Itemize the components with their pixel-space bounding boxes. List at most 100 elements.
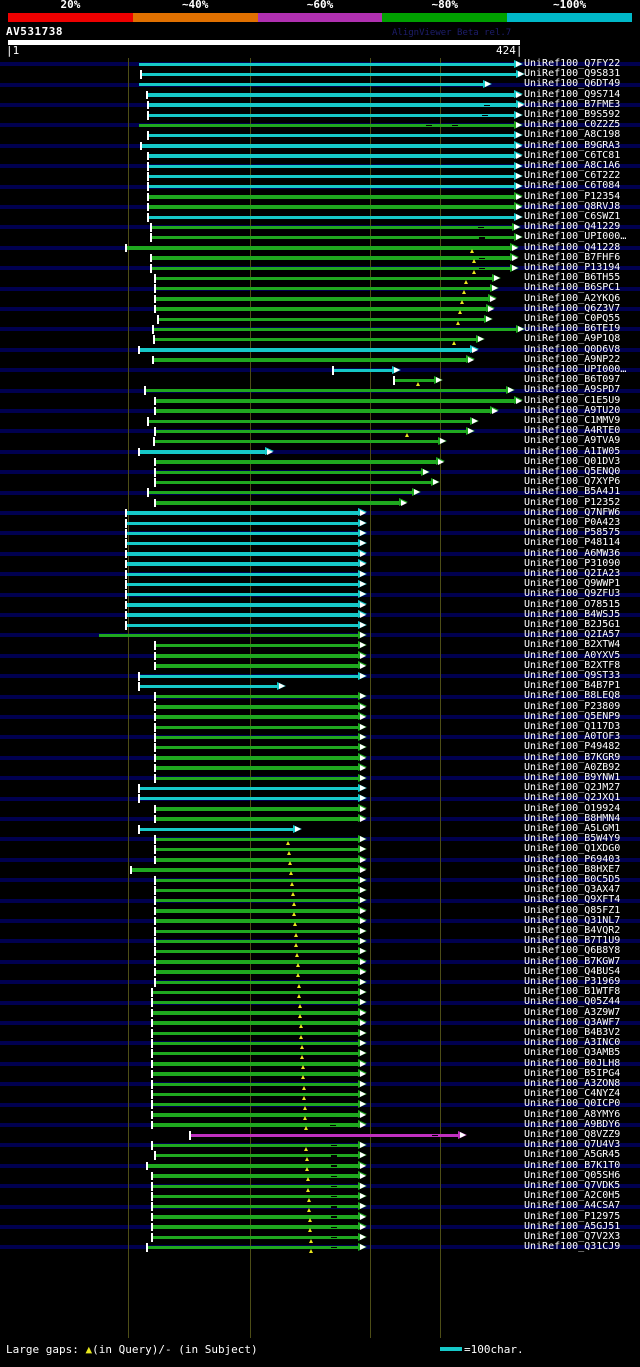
table-row[interactable]: UniRef100_Q3AX47 bbox=[0, 884, 640, 896]
hit-label[interactable]: UniRef100_Q3AX47 bbox=[524, 884, 621, 896]
hit-label[interactable]: UniRef100_A1IW05 bbox=[524, 445, 621, 457]
hit-label[interactable]: UniRef100_Q2IA23 bbox=[524, 567, 621, 579]
table-row[interactable]: UniRef100_Q41229 bbox=[0, 221, 640, 233]
alignment-bar[interactable] bbox=[152, 1204, 358, 1209]
hit-label[interactable]: UniRef100_A9NP22 bbox=[524, 353, 621, 365]
hit-label[interactable]: UniRef100_Q9ZFU3 bbox=[524, 588, 621, 600]
alignment-bar[interactable] bbox=[152, 1000, 358, 1005]
alignment-bar[interactable] bbox=[151, 266, 510, 270]
alignment-bar[interactable] bbox=[148, 113, 514, 117]
hit-label[interactable]: UniRef100_C4NYZ4 bbox=[524, 1088, 621, 1100]
table-row[interactable]: UniRef100_Q0ICP0 bbox=[0, 1098, 640, 1110]
hit-label[interactable]: UniRef100_Q2JM27 bbox=[524, 782, 621, 794]
table-row[interactable]: UniRef100_B9YNW1 bbox=[0, 772, 640, 784]
hit-label[interactable]: UniRef100_B2J5G1 bbox=[524, 618, 621, 630]
table-row[interactable]: UniRef100_B1WTF8 bbox=[0, 987, 640, 998]
hit-label[interactable]: UniRef100_Q7VDK5 bbox=[524, 1179, 621, 1191]
table-row[interactable]: UniRef100_Q4BUS4 bbox=[0, 966, 640, 978]
alignment-bar[interactable] bbox=[155, 1153, 358, 1158]
hit-label[interactable]: UniRef100_Q5ENQ0 bbox=[524, 465, 621, 477]
alignment-bar[interactable] bbox=[155, 297, 488, 301]
hit-label[interactable]: UniRef100_Q0D6V8 bbox=[524, 343, 621, 355]
hit-label[interactable]: UniRef100_Q2IA57 bbox=[524, 629, 621, 641]
alignment-bar[interactable] bbox=[131, 868, 358, 872]
table-row[interactable]: UniRef100_C6T084 bbox=[0, 181, 640, 192]
table-row[interactable]: UniRef100_Q8VZZ9 bbox=[0, 1129, 640, 1141]
alignment-bar[interactable] bbox=[148, 490, 412, 495]
alignment-bar[interactable] bbox=[139, 348, 470, 352]
table-row[interactable]: UniRef100_A3ZON8 bbox=[0, 1077, 640, 1090]
table-row[interactable]: UniRef100_C4NYZ4 bbox=[0, 1088, 640, 1100]
alignment-bar[interactable] bbox=[148, 184, 514, 189]
table-row[interactable]: UniRef100_A3INC0 bbox=[0, 1038, 640, 1049]
table-row[interactable]: UniRef100_C1E5U9 bbox=[0, 395, 640, 406]
table-row[interactable]: UniRef100_C0Z2Z5 bbox=[0, 120, 640, 131]
hit-label[interactable]: UniRef100_Q5ENP9 bbox=[524, 710, 621, 722]
table-row[interactable]: UniRef100_B7FME3 bbox=[0, 99, 640, 110]
table-row[interactable]: UniRef100_B4WSJ5 bbox=[0, 609, 640, 620]
hit-label[interactable]: UniRef100_P12352 bbox=[524, 496, 621, 508]
alignment-bar[interactable] bbox=[154, 337, 476, 342]
hit-label[interactable]: UniRef100_B7FHF6 bbox=[524, 251, 621, 263]
hit-label[interactable]: UniRef100_UPI000… bbox=[524, 363, 627, 375]
table-row[interactable]: UniRef100_A2C0H5 bbox=[0, 1191, 640, 1202]
hit-label[interactable]: UniRef100_P31969 bbox=[524, 975, 621, 987]
table-row[interactable]: UniRef100_B8HMN4 bbox=[0, 813, 640, 824]
table-row[interactable]: UniRef100_B9GRA3 bbox=[0, 139, 640, 151]
alignment-bar[interactable] bbox=[155, 409, 490, 413]
hit-label[interactable]: UniRef100_C6SWZ1 bbox=[524, 210, 621, 222]
alignment-bar[interactable] bbox=[155, 276, 492, 281]
table-row[interactable]: UniRef100_Q5ENP9 bbox=[0, 710, 640, 722]
hit-label[interactable]: UniRef100_Q31CJ9 bbox=[524, 1241, 621, 1253]
table-row[interactable]: UniRef100_A4CSA7 bbox=[0, 1201, 640, 1212]
table-row[interactable]: UniRef100_B8HXE7 bbox=[0, 864, 640, 876]
hit-label[interactable]: UniRef100_Q6DT49 bbox=[524, 78, 621, 90]
table-row[interactable]: UniRef100_P0A423 bbox=[0, 517, 640, 529]
table-row[interactable]: UniRef100_B4B3V2 bbox=[0, 1027, 640, 1039]
hit-label[interactable]: UniRef100_Q05Z44 bbox=[524, 996, 621, 1008]
alignment-bar[interactable] bbox=[126, 613, 358, 617]
alignment-bar[interactable] bbox=[158, 317, 484, 321]
hit-label[interactable]: UniRef100_B0C5D5 bbox=[524, 873, 621, 885]
table-row[interactable]: UniRef100_B7T1U9 bbox=[0, 936, 640, 947]
alignment-bar[interactable] bbox=[152, 1102, 358, 1107]
hit-label[interactable]: UniRef100_P69403 bbox=[524, 853, 621, 865]
table-row[interactable]: UniRef100_A1IW05 bbox=[0, 445, 640, 457]
table-row[interactable]: UniRef100_B7KGR9 bbox=[0, 752, 640, 763]
table-row[interactable]: UniRef100_UPI000… bbox=[0, 363, 640, 376]
alignment-bar[interactable] bbox=[155, 745, 358, 750]
hit-label[interactable]: UniRef100_B9GRA3 bbox=[524, 139, 621, 151]
alignment-bar[interactable] bbox=[147, 93, 514, 97]
table-row[interactable]: UniRef100_A9P1Q8 bbox=[0, 334, 640, 345]
hit-label[interactable]: UniRef100_A0ZB92 bbox=[524, 761, 621, 773]
hit-label[interactable]: UniRef100_Q41229 bbox=[524, 221, 621, 233]
table-row[interactable]: UniRef100_Q9ZFU3 bbox=[0, 588, 640, 600]
table-row[interactable]: UniRef100_Q7U4V3 bbox=[0, 1140, 640, 1151]
alignment-bar[interactable] bbox=[141, 144, 514, 148]
alignment-bar[interactable] bbox=[126, 511, 358, 515]
table-row[interactable]: UniRef100_P12352 bbox=[0, 496, 640, 508]
hit-label[interactable]: UniRef100_P13194 bbox=[524, 261, 621, 273]
hit-label[interactable]: UniRef100_B2XTW4 bbox=[524, 639, 621, 651]
table-row[interactable]: UniRef100_A0YXV5 bbox=[0, 649, 640, 661]
table-row[interactable]: UniRef100_C6T2Z2 bbox=[0, 171, 640, 182]
hit-label[interactable]: UniRef100_A6MW36 bbox=[524, 547, 621, 559]
table-row[interactable]: UniRef100_Q9S831 bbox=[0, 69, 640, 80]
hit-label[interactable]: UniRef100_B6TEI9 bbox=[524, 323, 621, 335]
table-row[interactable]: UniRef100_B6T097 bbox=[0, 374, 640, 386]
hit-label[interactable]: UniRef100_A8YMY6 bbox=[524, 1108, 621, 1120]
alignment-bar[interactable] bbox=[126, 562, 358, 566]
table-row[interactable]: UniRef100_A8YMY6 bbox=[0, 1108, 640, 1121]
hit-label[interactable]: UniRef100_A3ZON8 bbox=[524, 1077, 621, 1089]
table-row[interactable]: UniRef100_B5IPG4 bbox=[0, 1068, 640, 1080]
hit-label[interactable]: UniRef100_B5A4J1 bbox=[524, 486, 621, 498]
hit-label[interactable]: UniRef100_A9TU20 bbox=[524, 404, 621, 416]
table-row[interactable]: UniRef100_P48114 bbox=[0, 538, 640, 549]
hit-label[interactable]: UniRef100_A0YXV5 bbox=[524, 649, 621, 661]
table-row[interactable]: UniRef100_Q6Z3V7 bbox=[0, 303, 640, 315]
alignment-bar[interactable] bbox=[152, 1021, 358, 1025]
hit-label[interactable]: UniRef100_P31090 bbox=[524, 557, 621, 569]
hit-label[interactable]: UniRef100_Q0ICP0 bbox=[524, 1098, 621, 1110]
hit-label[interactable]: UniRef100_A0TOF3 bbox=[524, 731, 621, 743]
hit-label[interactable]: UniRef100_B6T097 bbox=[524, 374, 621, 386]
